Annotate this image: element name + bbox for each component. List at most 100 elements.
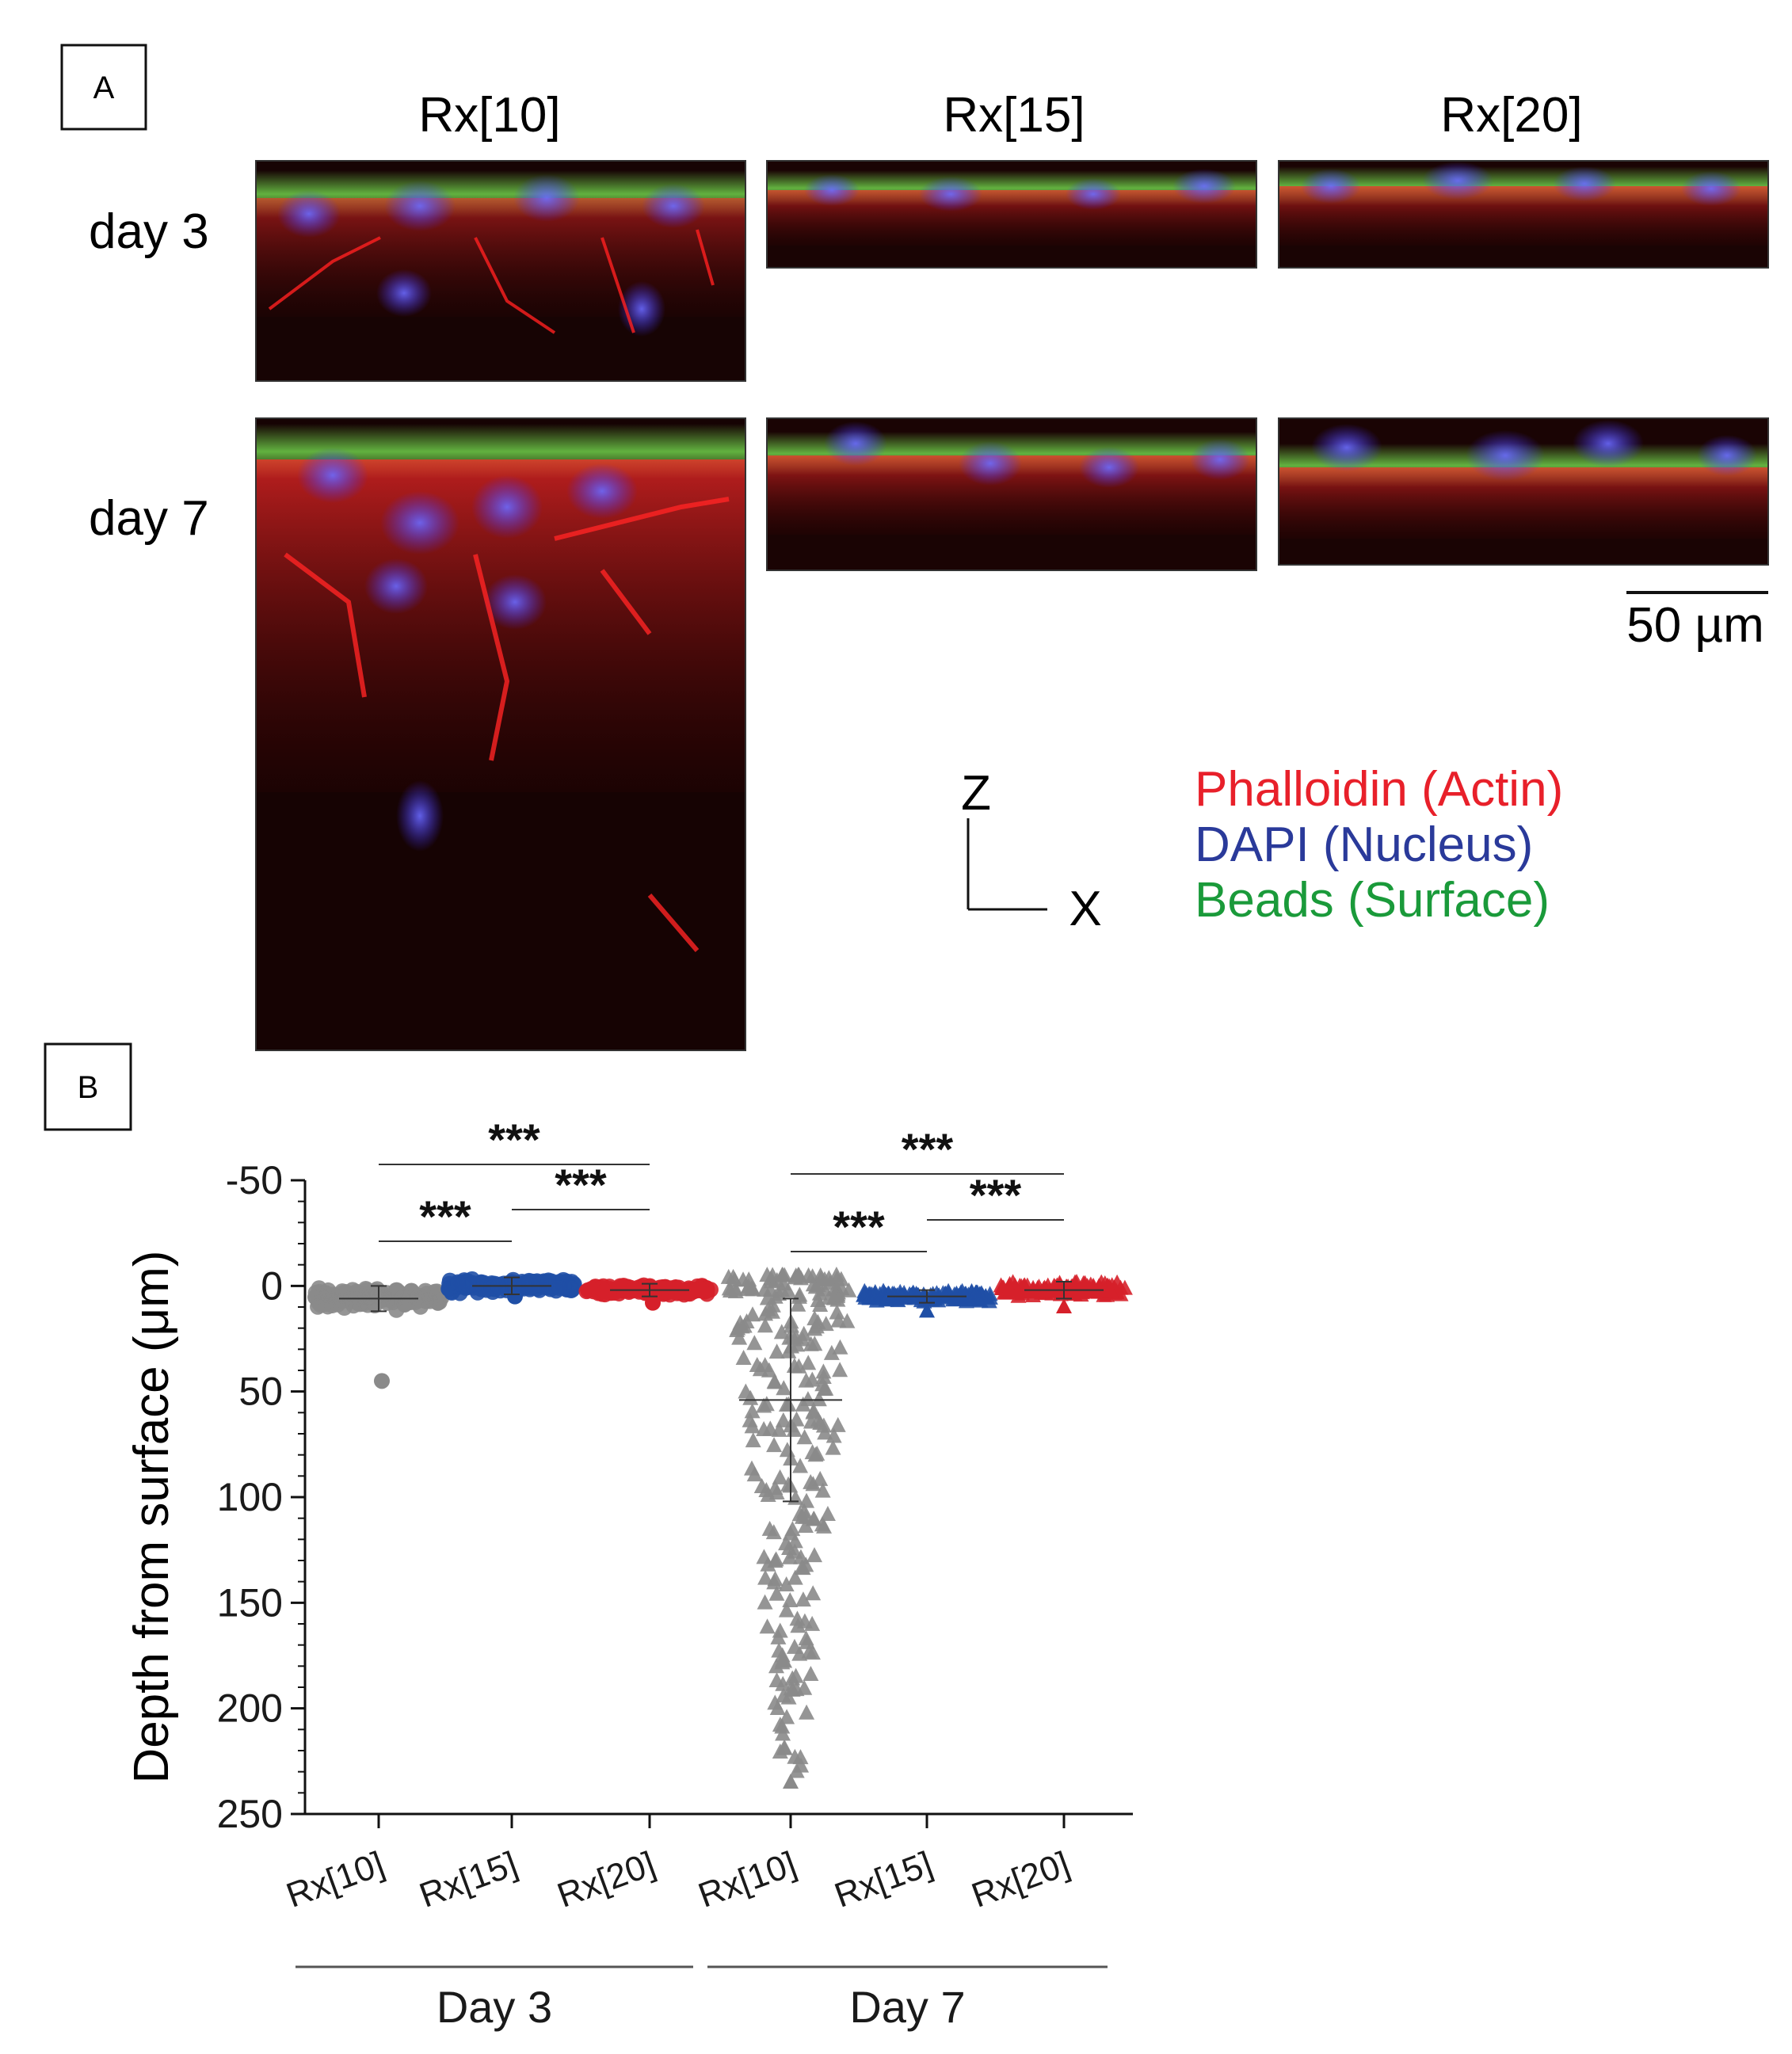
micrograph-day3-rx10 xyxy=(255,160,746,382)
data-point xyxy=(774,1267,791,1282)
data-point xyxy=(334,1283,351,1300)
data-point xyxy=(805,1276,822,1292)
data-point xyxy=(783,1680,799,1696)
data-point xyxy=(735,1349,752,1365)
y-tick-label: 0 xyxy=(261,1263,283,1308)
data-point xyxy=(411,1292,428,1309)
y-tick-label: 100 xyxy=(217,1475,283,1519)
legend-beads: Beads (Surface) xyxy=(1195,873,1550,928)
data-point xyxy=(829,1304,845,1320)
data-point xyxy=(780,1689,797,1705)
data-point xyxy=(757,1317,773,1333)
data-point xyxy=(772,1622,788,1638)
data-point xyxy=(799,1704,815,1720)
x-category-label: Rx[10] xyxy=(693,1844,801,1915)
column-header-rx20: Rx[20] xyxy=(1440,88,1582,143)
data-point xyxy=(791,1358,807,1374)
data-point xyxy=(775,1651,791,1667)
data-point xyxy=(772,1717,788,1732)
data-point xyxy=(796,1429,813,1445)
data-point xyxy=(811,1285,828,1301)
data-point xyxy=(806,1336,823,1351)
data-point xyxy=(959,1290,975,1306)
data-point xyxy=(816,1381,833,1397)
data-point xyxy=(744,1418,761,1434)
significance-label: *** xyxy=(833,1202,885,1252)
data-point xyxy=(645,1294,661,1311)
y-tick-label: 50 xyxy=(238,1370,283,1414)
data-point xyxy=(816,1518,833,1534)
panel-a-label-box: A xyxy=(60,44,147,131)
data-point xyxy=(806,1320,823,1336)
data-point xyxy=(758,1482,775,1498)
data-point xyxy=(743,1460,760,1476)
y-axis-label: Depth from surface (μm) xyxy=(124,1250,179,1783)
significance-label: *** xyxy=(419,1191,471,1241)
data-point xyxy=(744,1279,761,1295)
panel-b: B Depth from surface (μm) -50 0 50 100 150 20… xyxy=(44,1042,1133,2032)
data-point xyxy=(744,1403,761,1419)
axis-x-label: X xyxy=(1069,882,1101,936)
data-point xyxy=(767,1480,784,1496)
data-point xyxy=(756,1421,772,1437)
data-point xyxy=(815,1368,832,1384)
data-point xyxy=(782,1525,799,1541)
x-category-label: Rx[10] xyxy=(281,1844,389,1915)
data-point xyxy=(867,1285,883,1301)
data-point xyxy=(780,1282,796,1298)
data-point xyxy=(758,1396,775,1412)
micrograph-day7-rx15 xyxy=(766,417,1257,571)
data-point xyxy=(1074,1284,1091,1300)
data-point xyxy=(791,1267,807,1282)
significance-label: *** xyxy=(488,1115,540,1164)
data-point xyxy=(832,1339,848,1355)
data-point xyxy=(782,1592,799,1608)
data-point xyxy=(778,1535,795,1551)
data-point xyxy=(795,1396,811,1412)
data-point xyxy=(374,1373,390,1389)
data-point xyxy=(368,1289,384,1305)
micrograph-day3-rx15 xyxy=(766,160,1257,269)
data-point xyxy=(768,1671,785,1687)
data-point xyxy=(330,1296,346,1313)
group-label: Day 3 xyxy=(437,1982,552,2032)
x-category-label: Rx[15] xyxy=(414,1844,522,1915)
data-point xyxy=(829,1281,845,1297)
data-point xyxy=(790,1618,806,1633)
data-point xyxy=(780,1396,797,1412)
data-point xyxy=(819,1506,836,1522)
data-point xyxy=(804,1444,821,1460)
data-point xyxy=(431,1294,448,1310)
data-point xyxy=(656,1280,673,1297)
data-point xyxy=(1102,1282,1119,1298)
data-point xyxy=(776,1740,793,1755)
legend-dapi: DAPI (Nucleus) xyxy=(1195,817,1533,872)
data-point xyxy=(821,1289,837,1305)
data-point xyxy=(825,1427,842,1443)
channel-legend: Phalloidin (Actin) DAPI (Nucleus) Beads … xyxy=(1195,762,1563,928)
data-point xyxy=(772,1469,788,1484)
y-tick-label: 150 xyxy=(217,1580,283,1625)
data-point xyxy=(786,1638,803,1654)
column-header-rx15: Rx[15] xyxy=(943,88,1085,143)
scale-bar: 50 µm xyxy=(1626,591,1768,653)
data-point xyxy=(793,1757,810,1773)
data-point xyxy=(766,1373,783,1389)
data-point xyxy=(810,1411,826,1427)
significance-label: *** xyxy=(555,1160,607,1210)
column-header-rx10: Rx[10] xyxy=(418,88,560,143)
data-point xyxy=(806,1310,823,1326)
y-tick-label: 250 xyxy=(217,1792,283,1836)
series-day-7-rx20 xyxy=(993,1274,1133,1313)
data-point xyxy=(841,1282,857,1298)
data-point xyxy=(810,1391,827,1407)
data-point xyxy=(759,1267,776,1282)
data-point xyxy=(779,1709,795,1724)
data-point xyxy=(787,1569,803,1585)
row-label-day3: day 3 xyxy=(89,204,209,259)
data-point xyxy=(839,1313,856,1328)
data-point xyxy=(805,1585,822,1601)
data-point xyxy=(400,1293,417,1309)
data-point xyxy=(794,1559,810,1575)
data-point xyxy=(765,1524,782,1540)
